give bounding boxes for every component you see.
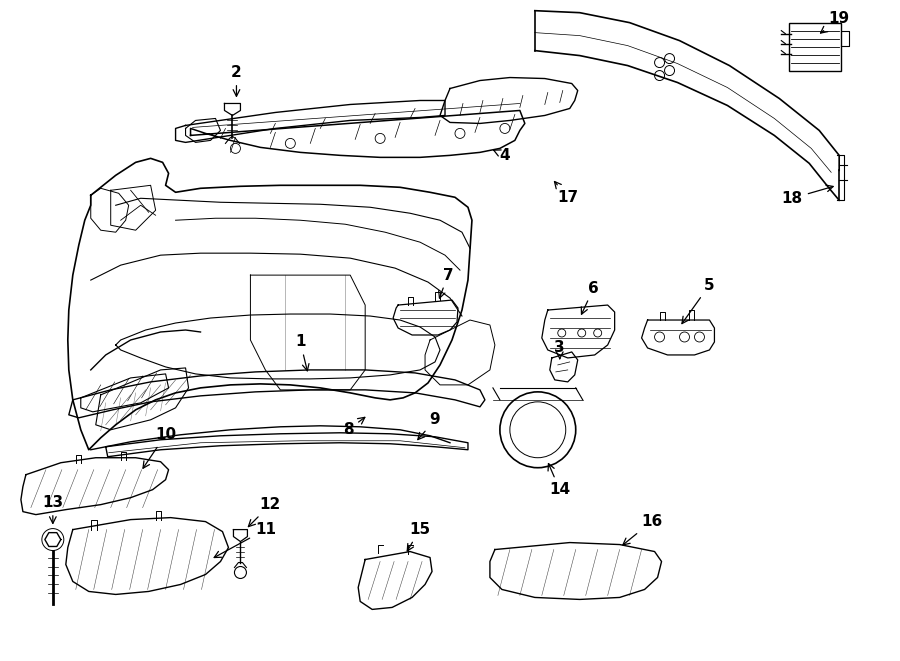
Text: 16: 16	[623, 514, 662, 545]
Text: 1: 1	[295, 334, 309, 371]
Text: 4: 4	[493, 148, 510, 163]
Text: 18: 18	[782, 185, 833, 206]
Text: 9: 9	[418, 412, 440, 440]
Text: 10: 10	[143, 427, 176, 468]
Text: 7: 7	[438, 268, 454, 298]
Text: 6: 6	[581, 280, 599, 314]
Text: 14: 14	[548, 463, 571, 497]
Text: 13: 13	[42, 495, 63, 524]
Text: 11: 11	[214, 522, 276, 557]
Text: 3: 3	[554, 340, 565, 359]
Text: 12: 12	[248, 497, 281, 527]
Bar	[789, 22, 842, 71]
Text: 19: 19	[821, 11, 850, 33]
Text: 2: 2	[231, 65, 242, 97]
Text: 5: 5	[682, 278, 715, 324]
Text: 15: 15	[407, 522, 430, 551]
Text: 17: 17	[554, 182, 579, 205]
Text: 8: 8	[343, 417, 364, 438]
